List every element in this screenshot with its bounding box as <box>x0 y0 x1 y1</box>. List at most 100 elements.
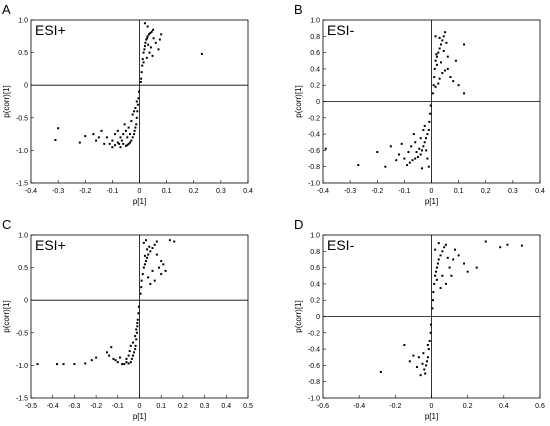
data-point <box>160 33 163 36</box>
tick-marks: -0.4 -0.3 -0.2 -0.1 0 0.1 0.2 0.3 0.4 -1.0 -0.8 -0.… <box>308 18 545 196</box>
data-point <box>122 142 125 145</box>
data-point <box>422 145 425 148</box>
data-point <box>147 276 150 279</box>
data-point <box>131 136 134 139</box>
data-point <box>444 31 447 34</box>
data-point <box>131 354 134 357</box>
x-tick-label: 0 <box>430 403 434 410</box>
data-point <box>414 141 417 144</box>
data-point <box>149 282 152 285</box>
data-point <box>143 254 146 257</box>
y-axis-label: p(corr)[1] <box>294 85 303 117</box>
y-tick-label: 0.2 <box>310 298 320 305</box>
data-point <box>400 142 403 145</box>
data-point <box>114 133 117 136</box>
data-point <box>463 262 466 265</box>
data-point <box>436 262 439 265</box>
data-point <box>84 135 87 138</box>
data-point <box>419 153 422 156</box>
data-point <box>120 139 123 142</box>
data-point <box>426 356 429 359</box>
data-point <box>100 129 103 132</box>
data-point <box>444 282 447 285</box>
data-point <box>454 248 457 251</box>
data-point <box>446 256 449 259</box>
data-point <box>164 269 167 272</box>
data-point <box>439 286 442 289</box>
data-point <box>119 136 122 139</box>
data-point <box>143 48 146 51</box>
data-point <box>136 103 139 106</box>
data-point <box>463 43 466 46</box>
data-point <box>149 32 152 35</box>
y-tick-label: -0.2 <box>308 330 320 337</box>
y-tick-label: -0.4 <box>308 132 320 139</box>
y-tick-label: -0.5 <box>16 330 28 337</box>
data-point <box>168 239 171 242</box>
y-tick-label: -0.6 <box>308 363 320 370</box>
data-point <box>140 77 143 80</box>
data-point <box>151 54 154 57</box>
data-point <box>133 110 136 113</box>
data-point <box>439 254 442 257</box>
data-point <box>105 351 108 354</box>
data-point <box>457 84 460 87</box>
data-point <box>145 56 148 59</box>
data-point <box>434 59 437 62</box>
data-point <box>426 344 429 347</box>
data-point <box>126 136 129 139</box>
data-point <box>116 129 119 132</box>
data-point <box>130 139 133 142</box>
x-tick-label: 0.2 <box>463 403 473 410</box>
data-point <box>118 142 121 145</box>
data-point <box>452 258 455 261</box>
data-point <box>135 328 138 331</box>
x-tick-label: -0.1 <box>398 188 410 195</box>
data-point <box>103 142 106 145</box>
data-point <box>416 366 419 369</box>
x-tick-label: -0.2 <box>90 403 102 410</box>
data-point <box>506 243 509 246</box>
data-point <box>431 92 434 95</box>
y-tick-label: -0.2 <box>308 115 320 122</box>
reference-lines <box>31 20 248 183</box>
data-point <box>376 151 379 154</box>
data-point <box>134 348 137 351</box>
data-point <box>441 274 444 277</box>
data-point <box>141 273 144 276</box>
data-point <box>437 258 440 261</box>
data-point <box>57 127 60 130</box>
y-tick-label: -1.0 <box>308 396 320 403</box>
x-tick-label: -0.3 <box>52 188 64 195</box>
data-point <box>128 350 131 353</box>
data-point <box>173 240 176 243</box>
data-point <box>140 286 143 289</box>
data-point <box>124 144 127 147</box>
data-point <box>437 242 440 245</box>
data-point <box>146 256 149 259</box>
data-point <box>408 161 411 164</box>
data-point <box>433 67 436 70</box>
data-point <box>427 165 430 168</box>
data-point <box>427 129 430 132</box>
data-point <box>438 77 441 80</box>
data-point <box>97 136 100 139</box>
data-point <box>110 346 113 349</box>
data-point <box>422 352 425 355</box>
data-point <box>136 110 139 113</box>
data-points <box>54 22 203 149</box>
x-tick-label: -0.4 <box>47 403 59 410</box>
data-point <box>357 164 360 167</box>
data-point <box>419 374 422 377</box>
data-point <box>78 141 81 144</box>
data-point <box>121 363 124 366</box>
data-point <box>62 363 65 366</box>
x-tick-label: 0 <box>138 188 142 195</box>
data-point <box>162 263 165 266</box>
data-point <box>434 248 437 251</box>
x-tick-label: -0.2 <box>389 403 401 410</box>
data-point <box>444 69 447 72</box>
data-point <box>428 120 431 123</box>
x-tick-label: -0.4 <box>353 403 365 410</box>
data-point <box>421 362 424 365</box>
